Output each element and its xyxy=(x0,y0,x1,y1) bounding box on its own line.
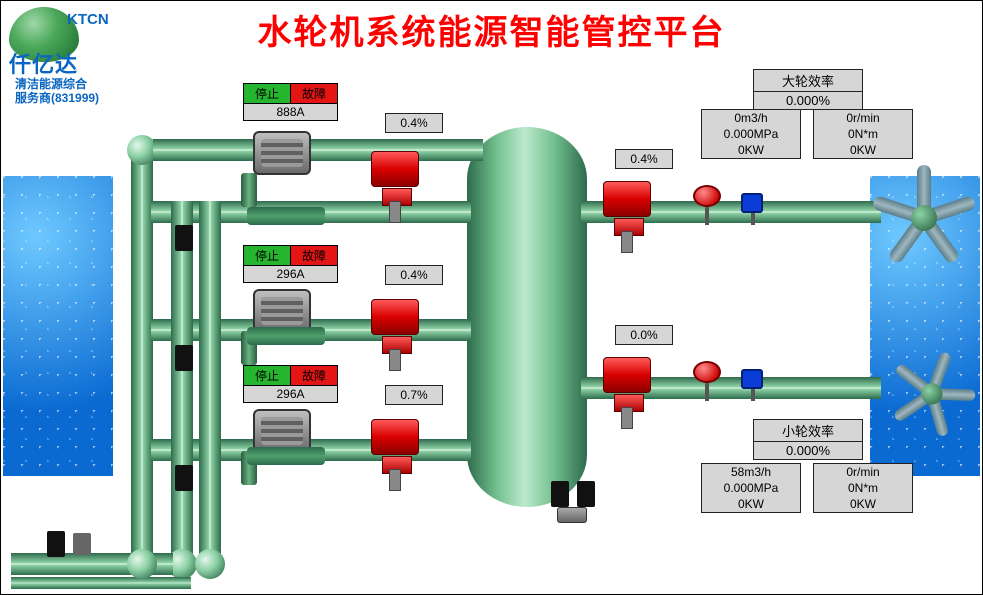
sensor-stem-icon xyxy=(705,383,709,401)
device-icon xyxy=(577,481,595,507)
pump1-fault: 故障 xyxy=(291,84,337,103)
pump3-status[interactable]: 停止 故障 296A xyxy=(243,365,338,403)
sensor-red-icon xyxy=(693,185,721,207)
pump1-flange-icon xyxy=(241,173,257,207)
pump2-stop: 停止 xyxy=(244,246,291,265)
pump1-stop: 停止 xyxy=(244,84,291,103)
valve-right-bottom-reading[interactable]: 0.0% xyxy=(615,325,673,345)
small-pressure: 0.000MPa xyxy=(702,480,800,496)
big-power-l: 0KW xyxy=(702,142,800,158)
pipe-vertical-manifold xyxy=(131,143,153,557)
valve1-reading[interactable]: 0.4% xyxy=(385,113,443,133)
valve3-icon xyxy=(371,419,419,455)
pump2-fault: 故障 xyxy=(291,246,337,265)
pipe-h-top xyxy=(153,139,483,161)
valve-right-top-reading[interactable]: 0.4% xyxy=(615,149,673,169)
fan-hub-icon xyxy=(921,383,942,404)
valve-small-icon xyxy=(557,507,587,523)
pump3-base-icon xyxy=(247,447,325,465)
pipe-v-branch2 xyxy=(199,201,221,557)
pump2-reading: 296A xyxy=(244,265,337,282)
big-pressure: 0.000MPa xyxy=(702,126,800,142)
big-power-r: 0KW xyxy=(814,142,912,158)
sensor-icon xyxy=(175,225,193,251)
valve3-stem-icon xyxy=(389,469,401,491)
pump3-fault: 故障 xyxy=(291,366,337,385)
valve2-reading[interactable]: 0.4% xyxy=(385,265,443,285)
sensor-stem-icon xyxy=(751,213,755,225)
fan-hub-icon xyxy=(911,205,937,231)
fan-small-icon xyxy=(882,344,980,442)
valve1-stem-icon xyxy=(389,201,401,223)
pump3-stop: 停止 xyxy=(244,366,291,385)
device-icon xyxy=(73,533,91,555)
big-efficiency-panel[interactable]: 大轮效率 0.000% xyxy=(753,69,863,110)
small-efficiency-value: 0.000% xyxy=(754,442,862,459)
logo-subtitle: 清洁能源综合 服务商(831999) xyxy=(15,77,125,105)
small-torque: 0N*m xyxy=(814,480,912,496)
pipe-v-branch1 xyxy=(171,201,193,557)
tank-icon xyxy=(467,127,587,507)
small-efficiency-panel[interactable]: 小轮效率 0.000% xyxy=(753,419,863,460)
pump3-reading: 296A xyxy=(244,385,337,402)
valve-right-bottom-icon xyxy=(603,357,651,393)
small-metrics-left[interactable]: 58m3/h 0.000MPa 0KW xyxy=(701,463,801,513)
valve-right-top-icon xyxy=(603,181,651,217)
logo-subtitle-l2: 服务商(831999) xyxy=(15,91,99,105)
pump2-status[interactable]: 停止 故障 296A xyxy=(243,245,338,283)
valve2-icon xyxy=(371,299,419,335)
valve1-icon xyxy=(371,151,419,187)
page-title: 水轮机系统能源智能管控平台 xyxy=(1,5,982,54)
pump1-status[interactable]: 停止 故障 888A xyxy=(243,83,338,121)
sensor-stem-icon xyxy=(705,207,709,225)
sensor-icon xyxy=(175,345,193,371)
pump1-motor-icon xyxy=(253,131,311,175)
pipe-elbow-icon xyxy=(127,549,157,579)
big-torque: 0N*m xyxy=(814,126,912,142)
big-metrics-right[interactable]: 0r/min 0N*m 0KW xyxy=(813,109,913,159)
device-icon xyxy=(47,531,65,557)
big-efficiency-label: 大轮效率 xyxy=(754,70,862,92)
pump1-base-icon xyxy=(247,207,325,225)
small-efficiency-label: 小轮效率 xyxy=(754,420,862,442)
big-efficiency-value: 0.000% xyxy=(754,92,862,109)
valve-stem-icon xyxy=(621,407,633,429)
sensor-stem-icon xyxy=(751,389,755,401)
sensor-icon xyxy=(175,465,193,491)
sensor-red-icon xyxy=(693,361,721,383)
small-metrics-right[interactable]: 0r/min 0N*m 0KW xyxy=(813,463,913,513)
sensor-blue-icon xyxy=(741,369,763,389)
big-metrics-left[interactable]: 0m3/h 0.000MPa 0KW xyxy=(701,109,801,159)
fan-big-icon xyxy=(863,157,983,277)
pump2-base-icon xyxy=(247,327,325,345)
sensor-blue-icon xyxy=(741,193,763,213)
pipe-elbow-icon xyxy=(195,549,225,579)
small-power-r: 0KW xyxy=(814,496,912,512)
logo-subtitle-l1: 清洁能源综合 xyxy=(15,77,87,91)
device-icon xyxy=(551,481,569,507)
valve3-reading[interactable]: 0.7% xyxy=(385,385,443,405)
valve2-stem-icon xyxy=(389,349,401,371)
pipe-h-drain2 xyxy=(11,577,191,589)
big-flow: 0m3/h xyxy=(702,110,800,126)
small-power-l: 0KW xyxy=(702,496,800,512)
small-flow: 58m3/h xyxy=(702,464,800,480)
small-rpm: 0r/min xyxy=(814,464,912,480)
pump1-reading: 888A xyxy=(244,103,337,120)
big-rpm: 0r/min xyxy=(814,110,912,126)
water-panel-left xyxy=(3,176,113,476)
valve-stem-icon xyxy=(621,231,633,253)
